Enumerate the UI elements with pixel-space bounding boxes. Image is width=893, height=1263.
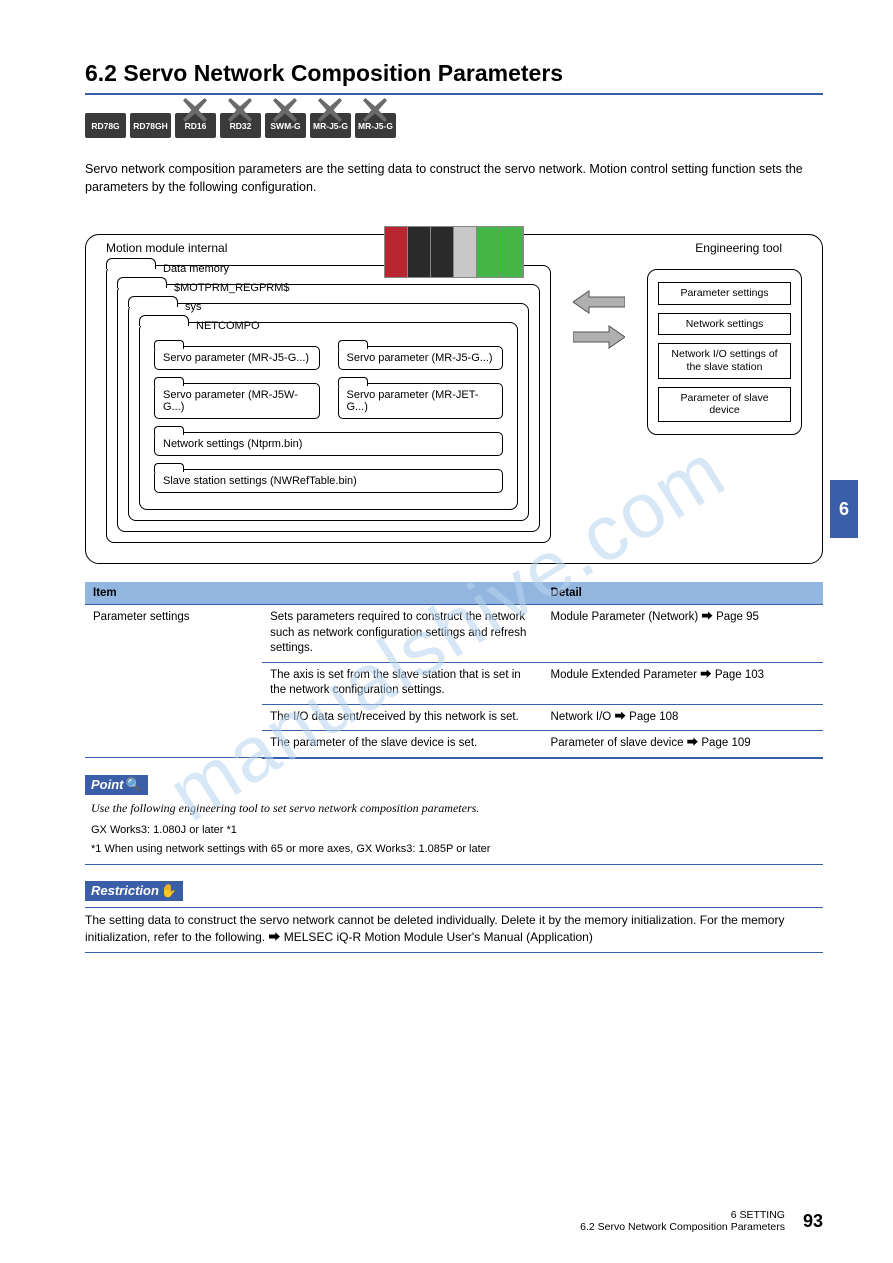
restriction-rule <box>85 907 823 908</box>
plc-module-image <box>384 226 524 278</box>
restriction-text: The setting data to construct the servo … <box>85 912 823 947</box>
table-cell: Parameter of slave device ⮕ Page 109 <box>543 731 823 758</box>
badge-rd78g: RD78G <box>85 113 126 138</box>
plc-slot <box>477 227 500 277</box>
arrow-left-icon <box>573 289 625 318</box>
page-footer: 6 SETTING 6.2 Servo Network Composition … <box>85 1209 823 1233</box>
table-row: Parameter settings Sets parameters requi… <box>85 605 823 663</box>
badge-rd16: RD16 <box>175 113 216 138</box>
footer-line2: 6.2 Servo Network Composition Parameters <box>580 1221 785 1233</box>
table-header-detail: Detail <box>543 582 823 605</box>
point-underline <box>85 864 823 865</box>
plc-slot <box>408 227 431 277</box>
data-memory-folder: Data memory $MOTPRM_REGPRM$ sys NETCOMPO… <box>106 265 551 543</box>
table-cell: Sets parameters required to construct th… <box>262 605 542 663</box>
table-header-item: Item <box>85 582 543 605</box>
engtool-item: Network I/O settings of the slave statio… <box>658 343 791 378</box>
intro-paragraph: Servo network composition parameters are… <box>85 160 823 196</box>
point-note: *1 When using network settings with 65 o… <box>91 842 823 857</box>
servo-param-folder: Servo parameter (MR-J5W-G...) <box>154 383 320 419</box>
table-cell: The I/O data sent/received by this netwo… <box>262 704 542 731</box>
plc-slot <box>385 227 408 277</box>
plc-slot <box>431 227 454 277</box>
hand-icon: ✋ <box>161 883 177 898</box>
sys-label: sys <box>185 301 202 313</box>
magnifier-icon: 🔍 <box>126 777 142 792</box>
table-cell: Module Parameter (Network) ⮕ Page 95 <box>543 605 823 663</box>
slave-settings-folder: Slave station settings (NWRefTable.bin) <box>154 469 503 493</box>
engtool-item: Network settings <box>658 313 791 336</box>
badge-rd78gh: RD78GH <box>130 113 171 138</box>
data-memory-label: Data memory <box>163 263 229 275</box>
section-title: Servo Network Composition Parameters <box>123 60 563 86</box>
plc-slot <box>500 227 523 277</box>
engtool-item: Parameter of slave device <box>658 387 791 422</box>
regprm-folder: $MOTPRM_REGPRM$ sys NETCOMPO Servo param… <box>117 284 540 532</box>
servo-param-folder: Servo parameter (MR-J5-G...) <box>154 346 320 370</box>
arrows-column <box>573 289 625 353</box>
sys-folder: sys NETCOMPO Servo parameter (MR-J5-G...… <box>128 303 529 521</box>
table-cell: The parameter of the slave device is set… <box>262 731 542 758</box>
side-chapter-tab: 6 <box>830 480 858 538</box>
module-badge-row: RD78G RD78GH RD16 RD32 SWM-G MR-J5-G MR-… <box>85 113 823 138</box>
network-settings-folder: Network settings (Ntprm.bin) <box>154 432 503 456</box>
restriction-badge: Restriction✋ <box>85 881 183 901</box>
diagram-container: Motion module internal Engineering tool … <box>85 234 823 564</box>
restriction-rule-bottom <box>85 952 823 953</box>
section-heading: 6.2 Servo Network Composition Parameters <box>85 60 823 87</box>
point-text: Use the following engineering tool to se… <box>91 799 823 817</box>
servo-param-folder: Servo parameter (MR-JET-G...) <box>338 383 504 419</box>
section-number: 6.2 <box>85 60 117 86</box>
engineering-tool-box: Parameter settings Network settings Netw… <box>647 269 802 435</box>
arrow-right-icon <box>573 324 625 353</box>
netcompo-folder: NETCOMPO Servo parameter (MR-J5-G...) Se… <box>139 322 518 510</box>
regprm-label: $MOTPRM_REGPRM$ <box>174 282 290 294</box>
plc-slot <box>454 227 477 277</box>
footer-line1: 6 SETTING <box>580 1209 785 1221</box>
point-note: GX Works3: 1.080J or later *1 <box>91 823 823 838</box>
badge-mrj5g-2: MR-J5-G <box>355 113 396 138</box>
diagram-outer-label: Motion module internal <box>106 241 227 255</box>
point-badge: Point🔍 <box>85 775 148 795</box>
point-callout: Point🔍 Use the following engineering too… <box>85 775 823 865</box>
heading-rule <box>85 93 823 95</box>
servo-param-folder: Servo parameter (MR-J5-G...) <box>338 346 504 370</box>
restriction-callout: Restriction✋ The setting data to constru… <box>85 881 823 954</box>
parameter-table: Item Detail Parameter settings Sets para… <box>85 582 823 759</box>
table-cell: The axis is set from the slave station t… <box>262 662 542 704</box>
table-cell: Network I/O ⮕ Page 108 <box>543 704 823 731</box>
motion-module-internal-box: Motion module internal Engineering tool … <box>85 234 823 564</box>
page-number: 93 <box>803 1211 823 1232</box>
badge-mrj5g-1: MR-J5-G <box>310 113 351 138</box>
badge-swmg: SWM-G <box>265 113 306 138</box>
engtool-item: Parameter settings <box>658 282 791 305</box>
table-cell: Module Extended Parameter ⮕ Page 103 <box>543 662 823 704</box>
eng-tool-label: Engineering tool <box>695 241 782 255</box>
badge-rd32: RD32 <box>220 113 261 138</box>
netcompo-label: NETCOMPO <box>196 320 260 332</box>
table-cell: Parameter settings <box>85 605 262 758</box>
